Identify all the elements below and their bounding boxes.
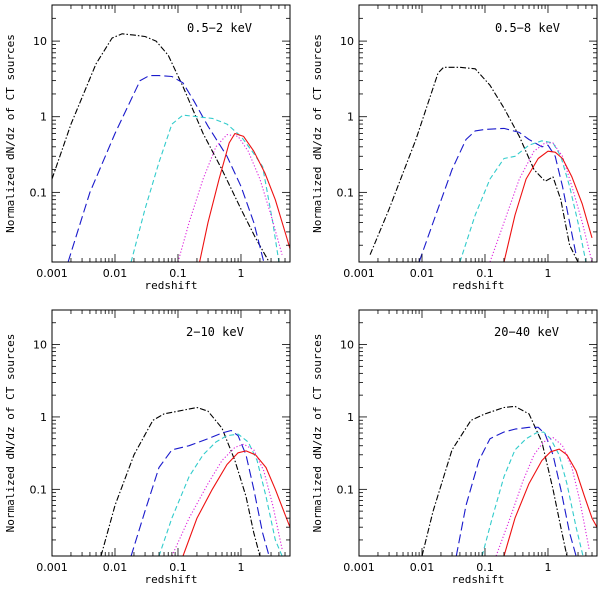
x-tick-label: 0.01 [103, 561, 128, 574]
series-line-cyan-dash [481, 431, 584, 556]
x-tick-label: 0.001 [36, 267, 68, 280]
series-group [369, 66, 593, 262]
x-tick-label: 0.01 [410, 561, 435, 574]
x-axis-label: redshift [145, 573, 198, 586]
x-tick-label: 1 [237, 561, 244, 574]
x-tick-label: 0.1 [476, 267, 494, 280]
series-line-black-dot-dash [52, 33, 270, 262]
x-tick-label: 0.1 [476, 561, 494, 574]
y-tick-label: 1 [347, 411, 354, 424]
series-line-red-solid [199, 132, 290, 262]
x-tick-label: 1 [544, 561, 551, 574]
chart-panel-2: 0.001 0.01 0.1 1 0.1 1 10 redshift Normalized dN… [311, 4, 598, 292]
x-tick-label: 1 [544, 267, 551, 280]
series-line-cyan-dash [158, 433, 283, 556]
series-line-black-dot-dash [100, 406, 261, 556]
series-line-red-solid [182, 450, 290, 556]
chart-panel-4: 0.001 0.01 0.1 1 0.1 1 10 redshift Normalized dN… [311, 309, 598, 586]
x-axis-label: redshift [452, 279, 505, 292]
panel-label: 20−40 keV [494, 325, 559, 339]
chart-panel-3: 0.001 0.01 0.1 1 0.1 1 10 redshift Normalized dN… [4, 309, 291, 586]
series-line-cyan-dash [459, 140, 587, 262]
panel-label: 2−10 keV [186, 325, 244, 339]
y-tick-label: 0.1 [30, 186, 48, 199]
series-line-blue-long-dash [130, 429, 270, 556]
plot-frame [358, 4, 598, 263]
series-line-cyan-dash [130, 114, 280, 262]
series-group [100, 406, 290, 556]
y-axis-label: Normalized dN/dz of CT sources [4, 34, 17, 233]
series-line-blue-long-dash [67, 75, 265, 262]
x-tick-label: 0.001 [343, 561, 375, 574]
series-line-black-dot-dash [421, 405, 568, 556]
series-line-magenta-dot [171, 443, 283, 556]
series-line-magenta-dot [489, 142, 593, 262]
y-tick-label: 0.1 [30, 483, 48, 496]
series-line-magenta-dot [177, 134, 283, 262]
series-line-blue-long-dash [418, 127, 577, 262]
x-tick-label: 0.001 [36, 561, 68, 574]
panel-label: 0.5−8 keV [495, 21, 560, 35]
y-tick-label: 10 [33, 35, 47, 48]
plot-frame [358, 309, 598, 557]
series-line-magenta-dot [495, 436, 590, 556]
y-tick-label: 1 [40, 411, 47, 424]
y-axis-label: Normalized dN/dz of CT sources [311, 34, 324, 233]
series-line-red-solid [503, 150, 593, 262]
x-tick-label: 0.1 [169, 267, 187, 280]
y-tick-label: 10 [340, 339, 354, 352]
x-tick-label: 0.1 [169, 561, 187, 574]
x-axis-label: redshift [145, 279, 198, 292]
series-line-blue-long-dash [455, 426, 577, 556]
y-tick-label: 10 [340, 35, 354, 48]
panel-label: 0.5−2 keV [187, 21, 252, 35]
y-tick-label: 1 [40, 111, 47, 124]
x-tick-label: 0.001 [343, 267, 375, 280]
x-tick-label: 1 [237, 267, 244, 280]
y-tick-label: 1 [347, 111, 354, 124]
x-tick-label: 0.01 [103, 267, 128, 280]
series-group [421, 405, 597, 556]
y-tick-label: 10 [33, 339, 47, 352]
y-axis-label: Normalized dN/dz of CT sources [311, 334, 324, 533]
series-line-black-dot-dash [369, 66, 579, 262]
x-tick-label: 0.01 [410, 267, 435, 280]
y-tick-label: 0.1 [337, 483, 355, 496]
series-line-red-solid [503, 448, 597, 556]
plot-frame [51, 309, 291, 557]
series-group [52, 33, 290, 262]
chart-panel-1: 0.001 0.01 0.1 1 0.1 1 10 redshift Normalized dN… [4, 4, 291, 292]
plot-frame [51, 4, 291, 263]
y-axis-label: Normalized dN/dz of CT sources [4, 334, 17, 533]
y-tick-label: 0.1 [337, 186, 355, 199]
x-axis-label: redshift [452, 573, 505, 586]
